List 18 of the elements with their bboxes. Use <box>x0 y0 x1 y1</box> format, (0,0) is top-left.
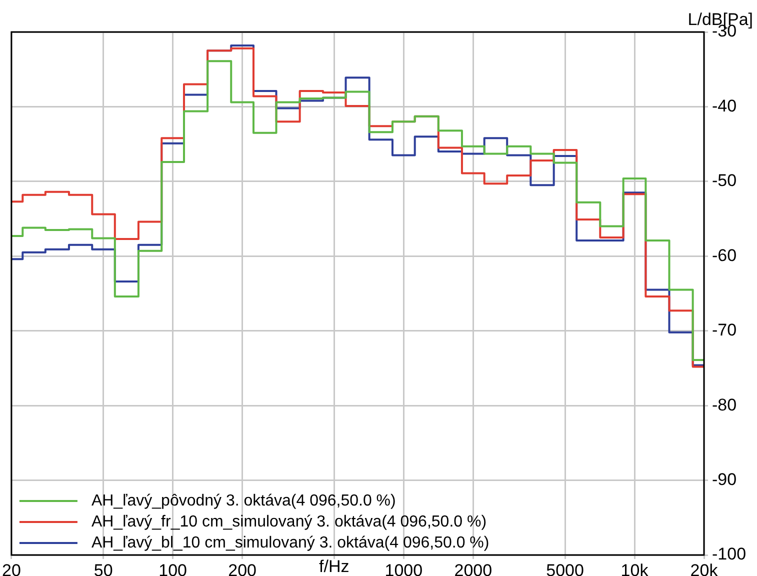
x-tick-label: 200 <box>228 560 256 576</box>
y-tick-label: -70 <box>712 320 737 340</box>
y-tick-label: -50 <box>712 171 737 190</box>
legend-label: AH_ľavý_pôvodný 3. oktáva(4 096,50.0 %) <box>91 492 396 510</box>
x-tick-label: 2000 <box>454 560 492 576</box>
x-tick-label: 5000 <box>546 560 584 576</box>
legend-label: AH_ľavý_bl_10 cm_simulovaný 3. oktáva(4 096,50.0 %) <box>91 534 490 552</box>
y-tick-label: -60 <box>712 246 737 265</box>
y-tick-label: -90 <box>712 470 737 489</box>
x-tick-label: 50 <box>94 560 113 576</box>
x-tick-label: 1000 <box>384 560 423 576</box>
x-tick-label: 20 <box>2 560 21 576</box>
x-axis-title: f/Hz <box>319 557 350 576</box>
y-tick-label: -40 <box>712 96 737 116</box>
y-tick-label: -80 <box>712 395 737 414</box>
x-tick-label: 10k <box>620 560 649 576</box>
x-tick-label: 100 <box>158 560 187 576</box>
legend-label: AH_ľavý_fr_10 cm_simulovaný 3. oktáva(4 096,50.0 %) <box>91 513 487 530</box>
